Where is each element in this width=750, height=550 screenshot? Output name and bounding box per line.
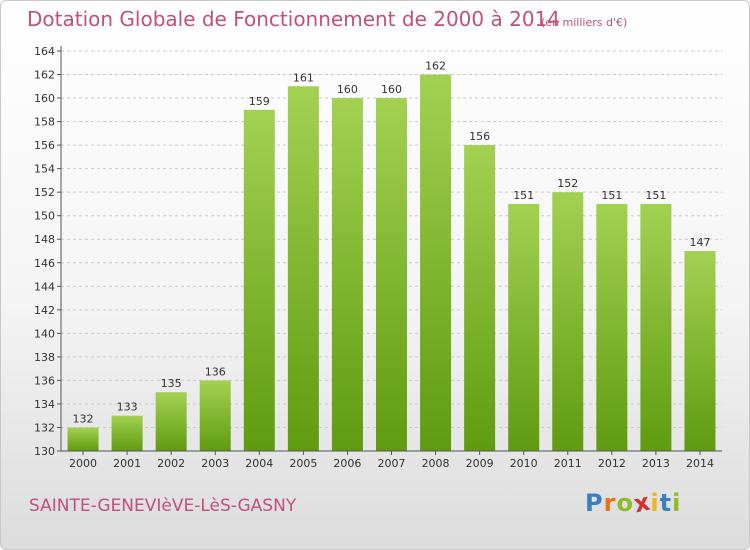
data-label: 151 xyxy=(601,189,622,202)
bar xyxy=(464,145,496,451)
y-tick-label: 146 xyxy=(34,257,55,270)
y-tick-label: 162 xyxy=(34,69,55,82)
commune-name: SAINTE-GENEVIèVE-LèS-GASNY xyxy=(29,496,297,516)
x-tick-label: 2002 xyxy=(157,457,185,470)
bars: 132 133 135 136 159 161 160 160 162 156 151 152 151 1… xyxy=(67,60,716,452)
bar xyxy=(376,98,407,451)
y-tick-label: 158 xyxy=(34,116,55,129)
x-tick-label: 2005 xyxy=(289,457,317,470)
bar xyxy=(508,203,540,451)
y-tick-label: 152 xyxy=(34,186,55,199)
bar xyxy=(420,74,452,451)
y-tick-label: 130 xyxy=(34,445,55,458)
data-label: 156 xyxy=(469,130,490,143)
bar xyxy=(67,427,99,451)
x-tick-label: 2013 xyxy=(642,457,670,470)
y-tick-label: 156 xyxy=(34,139,55,152)
data-label: 151 xyxy=(645,189,666,202)
y-tick-label: 140 xyxy=(34,327,55,340)
y-tick-label: 154 xyxy=(34,163,55,176)
chart-title: Dotation Globale de Fonctionnement de 20… xyxy=(27,7,560,31)
x-tick-label: 2007 xyxy=(378,457,406,470)
data-label: 161 xyxy=(293,71,314,84)
data-label: 162 xyxy=(425,60,446,73)
data-label: 132 xyxy=(73,412,94,425)
y-tick-label: 132 xyxy=(34,421,55,434)
x-tick-label: 2008 xyxy=(422,457,450,470)
logo-letter: r xyxy=(603,489,617,517)
bar xyxy=(155,392,187,451)
bar xyxy=(287,86,319,451)
data-label: 135 xyxy=(161,377,182,390)
x-axis: 2000 2001 2002 2003 2004 2005 2006 2007 2008 2009… xyxy=(61,450,722,470)
bar xyxy=(596,203,628,451)
bar xyxy=(640,203,672,451)
y-tick-label: 148 xyxy=(34,233,55,246)
proxiti-logo: Proxiti xyxy=(585,488,682,519)
logo-letter: i xyxy=(672,489,682,517)
data-label: 133 xyxy=(117,401,138,414)
data-label: 152 xyxy=(557,177,578,190)
bar xyxy=(684,251,716,451)
y-tick-label: 136 xyxy=(34,374,55,387)
y-tick-label: 134 xyxy=(34,398,55,411)
bar xyxy=(199,380,231,451)
y-axis: 130 132 134 136 138 140 142 144 146 148 150 152 154 1… xyxy=(34,45,62,458)
data-label: 159 xyxy=(249,95,270,108)
x-tick-label: 2012 xyxy=(598,457,626,470)
logo-letter: P xyxy=(585,489,604,517)
data-label: 160 xyxy=(381,83,402,96)
x-tick-label: 2006 xyxy=(333,457,361,470)
data-label: 151 xyxy=(513,189,534,202)
x-tick-label: 2001 xyxy=(113,457,141,470)
x-tick-label: 2009 xyxy=(466,457,494,470)
x-tick-label: 2011 xyxy=(554,457,582,470)
bar xyxy=(331,98,363,451)
unit-label: (en milliers d'€) xyxy=(541,16,628,29)
x-tick-label: 2003 xyxy=(201,457,229,470)
x-tick-label: 2000 xyxy=(69,457,97,470)
x-tick-label: 2014 xyxy=(686,457,714,470)
data-label: 160 xyxy=(337,83,358,96)
bar xyxy=(111,415,143,451)
y-tick-label: 138 xyxy=(34,351,55,364)
y-tick-label: 164 xyxy=(34,45,55,58)
logo-letter: o xyxy=(616,489,634,517)
logo-letter: t xyxy=(659,489,673,517)
y-tick-label: 144 xyxy=(34,280,55,293)
logo-letter: i xyxy=(650,489,660,517)
x-tick-label: 2010 xyxy=(510,457,538,470)
y-tick-label: 160 xyxy=(34,92,55,105)
x-tick-label: 2004 xyxy=(245,457,273,470)
bar xyxy=(552,192,584,452)
y-tick-label: 142 xyxy=(34,304,55,317)
data-label: 147 xyxy=(689,236,710,249)
y-tick-label: 150 xyxy=(34,210,55,223)
bar xyxy=(243,109,275,451)
data-label: 136 xyxy=(205,365,226,378)
